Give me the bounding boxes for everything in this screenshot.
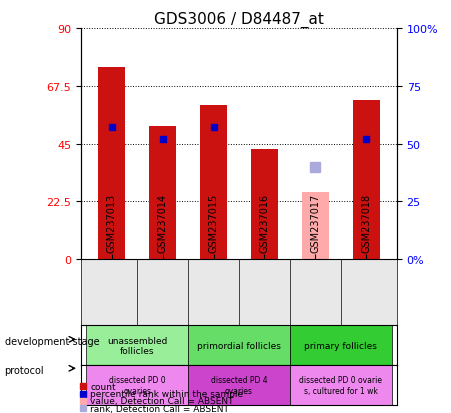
Bar [98, 67, 125, 260]
Text: primary follicles: primary follicles [304, 341, 377, 350]
FancyBboxPatch shape [188, 365, 290, 405]
Bar [302, 193, 329, 260]
Text: dissected PD 4
ovaries: dissected PD 4 ovaries [211, 375, 267, 395]
Text: count: count [90, 382, 116, 391]
Bar [353, 101, 380, 260]
Text: dissected PD 0 ovarie
s, cultured for 1 wk: dissected PD 0 ovarie s, cultured for 1 … [299, 375, 382, 395]
Title: GDS3006 / D84487_at: GDS3006 / D84487_at [154, 12, 324, 28]
Text: protocol: protocol [5, 365, 44, 375]
Text: development stage: development stage [5, 336, 99, 346]
FancyBboxPatch shape [188, 325, 290, 365]
Bar [251, 150, 278, 260]
Bar [149, 126, 176, 260]
FancyBboxPatch shape [290, 365, 392, 405]
Text: dissected PD 0
ovaries: dissected PD 0 ovaries [109, 375, 166, 395]
Text: rank, Detection Call = ABSENT: rank, Detection Call = ABSENT [90, 404, 229, 413]
Text: percentile rank within the sample: percentile rank within the sample [90, 389, 244, 398]
FancyBboxPatch shape [86, 365, 188, 405]
Text: primordial follicles: primordial follicles [197, 341, 281, 350]
FancyBboxPatch shape [86, 325, 188, 365]
Text: unassembled
follicles: unassembled follicles [107, 336, 167, 355]
Text: value, Detection Call = ABSENT: value, Detection Call = ABSENT [90, 396, 234, 406]
FancyBboxPatch shape [290, 325, 392, 365]
Bar [200, 106, 227, 260]
